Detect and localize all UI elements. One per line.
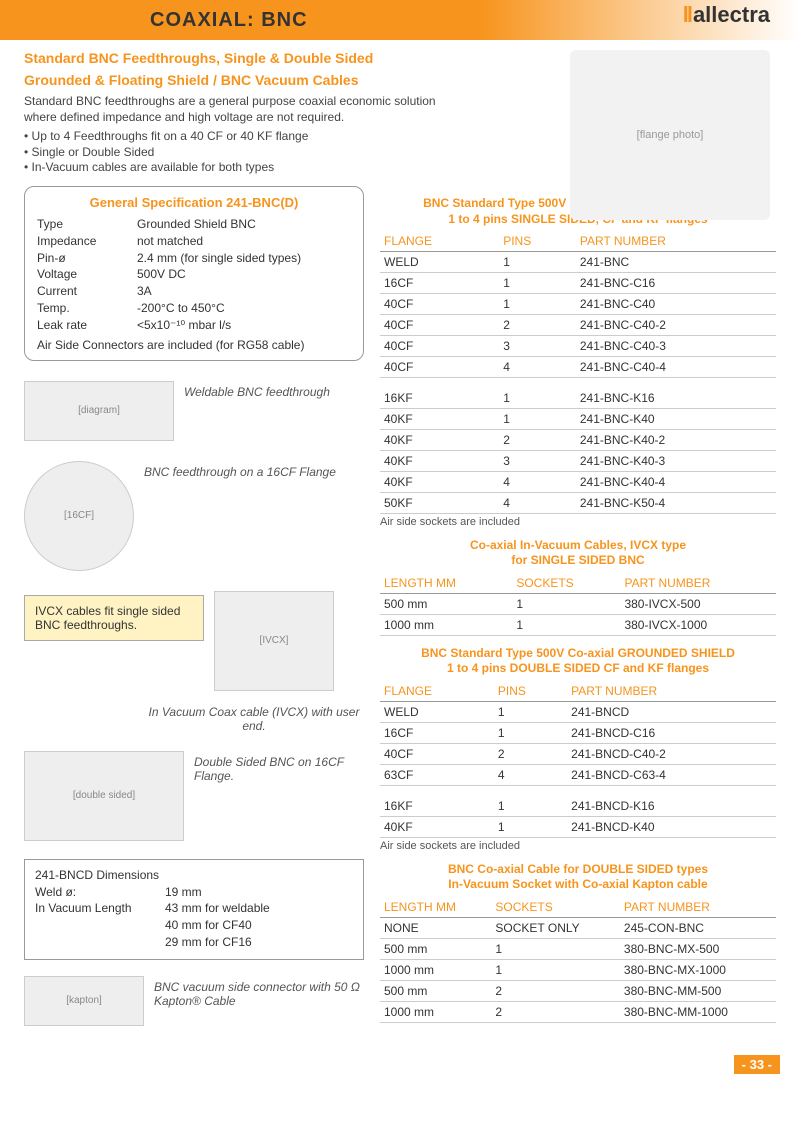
table-row: 40CF2241-BNC-C40-2 <box>380 315 776 336</box>
table3-foot: Air side sockets are included <box>380 840 776 852</box>
spec-row: Impedancenot matched <box>37 233 351 250</box>
table2-title: Co-axial In-Vacuum Cables, IVCX typefor … <box>380 538 776 569</box>
page-title: COAXIAL: BNC <box>150 9 308 32</box>
spec-note: Air Side Connectors are included (for RG… <box>37 338 351 352</box>
table4: LENGTH MMSOCKETSPART NUMBERNONESOCKET ON… <box>380 897 776 1023</box>
table3: FLANGEPINSPART NUMBERWELD1241-BNCD16CF12… <box>380 681 776 838</box>
table-row: 40CF3241-BNC-C40-3 <box>380 336 776 357</box>
spec-row: Voltage500V DC <box>37 266 351 283</box>
table-row: 16CF1241-BNCD-C16 <box>380 723 776 744</box>
brand-logo: llallectra <box>683 2 770 28</box>
table-row: NONESOCKET ONLY245-CON-BNC <box>380 917 776 938</box>
table4-title: BNC Co-axial Cable for DOUBLE SIDED type… <box>380 862 776 893</box>
table-row: 500 mm1380-IVCX-500 <box>380 593 776 614</box>
kapton-image: [kapton] <box>24 976 144 1026</box>
table-row: 63CF4241-BNCD-C63-4 <box>380 765 776 786</box>
table-row: 40KF1241-BNCD-K40 <box>380 816 776 837</box>
caption-weldable: Weldable BNC feedthrough <box>184 375 364 399</box>
table1-foot: Air side sockets are included <box>380 516 776 528</box>
spec-row: Leak rate<5x10⁻¹⁰ mbar l/s <box>37 317 351 334</box>
intro-bullet: Up to 4 Feedthroughs fit on a 40 CF or 4… <box>24 129 454 145</box>
intro-bullet: Single or Double Sided <box>24 145 454 161</box>
intro-bullets: Up to 4 Feedthroughs fit on a 40 CF or 4… <box>24 129 454 176</box>
bncd-dim-title: 241-BNCD Dimensions <box>35 868 353 882</box>
header-bar: COAXIAL: BNC llallectra <box>0 0 800 40</box>
table-row: 16CF1241-BNC-C16 <box>380 273 776 294</box>
caption-ivcx: In Vacuum Coax cable (IVCX) with user en… <box>144 705 364 733</box>
table-row: 50KF4241-BNC-K50-4 <box>380 492 776 513</box>
table-row: 40CF4241-BNC-C40-4 <box>380 357 776 378</box>
spec-row: Pin-ø2.4 mm (for single sided types) <box>37 250 351 267</box>
table-row: 500 mm1380-BNC-MX-500 <box>380 938 776 959</box>
table-row: 40CF1241-BNC-C40 <box>380 294 776 315</box>
dim-row: Weld ø:19 mm <box>35 884 353 901</box>
intro-bullet: In-Vacuum cables are available for both … <box>24 160 454 176</box>
table2: LENGTH MMSOCKETSPART NUMBER500 mm1380-IV… <box>380 573 776 636</box>
dim-row: In Vacuum Length43 mm for weldable <box>35 900 353 917</box>
caption-double: Double Sided BNC on 16CF Flange. <box>194 745 364 783</box>
table1: FLANGEPINSPART NUMBERWELD1241-BNC16CF124… <box>380 231 776 514</box>
table-row: 40KF3241-BNC-K40-3 <box>380 450 776 471</box>
caption-kapton: BNC vacuum side connector with 50 Ω Kapt… <box>154 970 364 1008</box>
table-row: 40KF2241-BNC-K40-2 <box>380 429 776 450</box>
page-number: - 33 - <box>734 1055 780 1074</box>
double-sided-image: [double sided] <box>24 751 184 841</box>
table-row: 16KF1241-BNC-K16 <box>380 388 776 409</box>
table-row: 40KF1241-BNC-K40 <box>380 408 776 429</box>
flange-image-16cf: [16CF] <box>24 461 134 571</box>
weldable-diagram: [diagram] <box>24 381 174 441</box>
table-row: WELD1241-BNCD <box>380 702 776 723</box>
spec-title: General Specification 241-BNC(D) <box>37 195 351 210</box>
caption-16cf: BNC feedthrough on a 16CF Flange <box>144 455 364 479</box>
table-row: 40KF4241-BNC-K40-4 <box>380 471 776 492</box>
spec-row: Current3A <box>37 283 351 300</box>
dim-row: 29 mm for CF16 <box>35 934 353 951</box>
table3-title: BNC Standard Type 500V Co-axial GROUNDED… <box>380 646 776 677</box>
ivcx-note-box: IVCX cables fit single sided BNC feedthr… <box>24 595 204 641</box>
spec-box: General Specification 241-BNC(D) TypeGro… <box>24 186 364 361</box>
bncd-dimensions-box: 241-BNCD Dimensions Weld ø:19 mmIn Vacuu… <box>24 859 364 960</box>
table-row: 16KF1241-BNCD-K16 <box>380 796 776 817</box>
dim-row: 40 mm for CF40 <box>35 917 353 934</box>
table-row: 1000 mm1380-BNC-MX-1000 <box>380 959 776 980</box>
table-row: 1000 mm2380-BNC-MM-1000 <box>380 1001 776 1022</box>
table-row: 500 mm2380-BNC-MM-500 <box>380 980 776 1001</box>
table-row: WELD1241-BNC <box>380 252 776 273</box>
intro-text: Standard BNC feedthroughs are a general … <box>24 94 454 125</box>
spec-row: Temp.-200°C to 450°C <box>37 300 351 317</box>
ivcx-cable-image: [IVCX] <box>214 591 334 691</box>
spec-row: TypeGrounded Shield BNC <box>37 216 351 233</box>
product-hero-image: [flange photo] <box>570 50 770 220</box>
table-row: 40CF2241-BNCD-C40-2 <box>380 744 776 765</box>
table-row: 1000 mm1380-IVCX-1000 <box>380 614 776 635</box>
